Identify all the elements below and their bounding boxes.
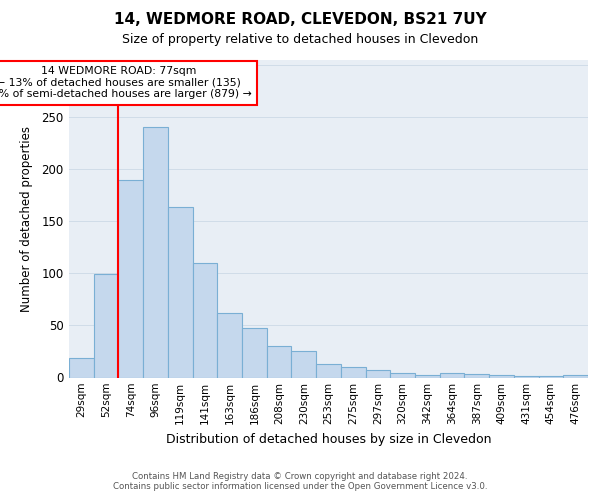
Bar (489, 376, 514, 378)
Bar (118, 180, 143, 378)
Bar (440, 374, 464, 378)
Bar (539, 376, 563, 378)
Bar (168, 207, 193, 378)
Bar (316, 364, 341, 378)
Text: 14 WEDMORE ROAD: 77sqm
← 13% of detached houses are smaller (135)
87% of semi-de: 14 WEDMORE ROAD: 77sqm ← 13% of detached… (0, 66, 252, 100)
Bar (69, 358, 94, 378)
Bar (341, 367, 365, 378)
Bar (514, 376, 539, 378)
Bar (390, 374, 415, 378)
Bar (464, 374, 489, 378)
Bar (217, 313, 242, 378)
Bar (292, 352, 316, 378)
Bar (242, 328, 267, 378)
Bar (267, 346, 292, 378)
Bar (563, 376, 588, 378)
Text: Size of property relative to detached houses in Clevedon: Size of property relative to detached ho… (122, 32, 478, 46)
Text: Distribution of detached houses by size in Clevedon: Distribution of detached houses by size … (166, 432, 491, 446)
Bar (415, 376, 440, 378)
Bar (94, 274, 118, 378)
Text: 14, WEDMORE ROAD, CLEVEDON, BS21 7UY: 14, WEDMORE ROAD, CLEVEDON, BS21 7UY (113, 12, 487, 28)
Text: Contains HM Land Registry data © Crown copyright and database right 2024.
Contai: Contains HM Land Registry data © Crown c… (113, 472, 487, 491)
Y-axis label: Number of detached properties: Number of detached properties (20, 126, 33, 312)
Bar (365, 370, 390, 378)
Bar (143, 126, 168, 378)
Bar (193, 263, 217, 378)
